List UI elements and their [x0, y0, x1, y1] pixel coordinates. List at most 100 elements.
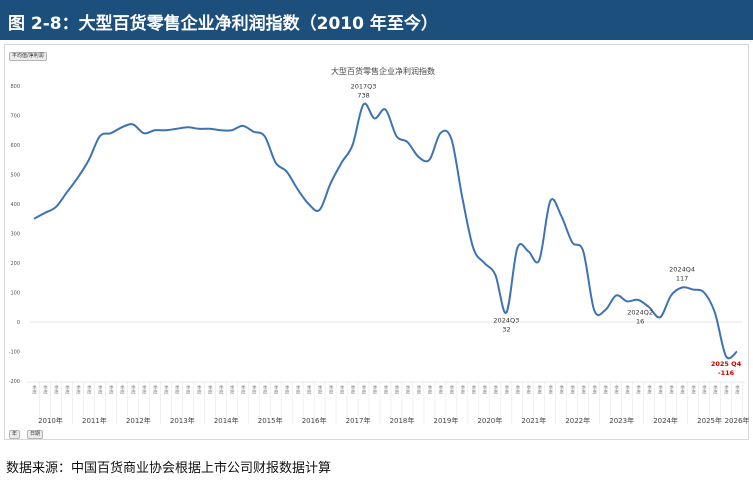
- quarter-tick-label: 季度: [86, 384, 91, 396]
- date-filter-dropdown[interactable]: 日期: [27, 430, 44, 439]
- quarter-tick-label: 季度: [141, 384, 146, 396]
- quarter-tick-label: 季度: [53, 384, 58, 396]
- quarter-tick-label: 季度: [636, 384, 641, 396]
- y-tick-label: 0: [17, 320, 20, 326]
- field-button[interactable]: 平均值/净利润: [9, 52, 47, 61]
- quarter-tick-label: 季度: [75, 384, 80, 396]
- quarter-tick-label: 季度: [603, 384, 608, 396]
- quarter-tick-label: 季度: [449, 384, 454, 396]
- quarter-tick-label: 季度: [240, 384, 245, 396]
- page-title: 图 2-8：大型百货零售企业净利润指数（2010 年至今）: [8, 14, 438, 34]
- y-tick-label: 800: [10, 84, 20, 90]
- quarter-tick-label: 季度: [273, 384, 278, 396]
- quarter-tick-label: 季度: [548, 384, 553, 396]
- quarter-tick-label: 季度: [405, 384, 410, 396]
- quarter-tick-label: 季度: [471, 384, 476, 396]
- year-tick-label: 2026年: [725, 416, 750, 425]
- quarter-tick-label: 季度: [185, 384, 190, 396]
- annotation-label: 2024Q3: [493, 317, 519, 325]
- quarter-tick-label: 季度: [680, 384, 685, 396]
- quarter-tick-label: 季度: [108, 384, 113, 396]
- y-tick-label: 600: [10, 143, 20, 149]
- quarter-tick-label: 季度: [581, 384, 586, 396]
- plot-area: [33, 102, 738, 360]
- annotation-value: 738: [357, 91, 369, 99]
- quarter-tick-label: 季度: [669, 384, 674, 396]
- quarter-tick-label: 季度: [306, 384, 311, 396]
- year-tick-label: 2012年: [126, 416, 151, 425]
- quarter-tick-label: 季度: [559, 384, 564, 396]
- quarter-tick-label: 季度: [339, 384, 344, 396]
- quarter-tick-label: 季度: [152, 384, 157, 396]
- year-tick-label: 2011年: [82, 416, 107, 425]
- chart-title: 大型百货零售企业净利润指数: [331, 66, 435, 76]
- quarter-tick-label: 季度: [614, 384, 619, 396]
- year-tick-label: 2010年: [38, 416, 63, 425]
- y-tick-label: -200: [9, 379, 20, 385]
- quarter-tick-label: 季度: [735, 384, 740, 396]
- quarter-tick-label: 季度: [130, 384, 135, 396]
- year-tick-label: 2025年: [697, 416, 722, 425]
- annotation-value: 117: [676, 274, 688, 282]
- quarter-tick-label: 季度: [295, 384, 300, 396]
- quarter-tick-label: 季度: [691, 384, 696, 396]
- quarter-tick-label: 季度: [383, 384, 388, 396]
- quarter-tick-label: 季度: [328, 384, 333, 396]
- annotation-value: -116: [718, 369, 735, 377]
- header-bar: 图 2-8：大型百货零售企业净利润指数（2010 年至今）: [0, 0, 753, 40]
- quarter-tick-label: 季度: [647, 384, 652, 396]
- quarter-tick-label: 季度: [372, 384, 377, 396]
- quarter-tick-label: 季度: [460, 384, 465, 396]
- y-tick-label: 100: [10, 291, 20, 297]
- quarter-tick-label: 季度: [394, 384, 399, 396]
- quarter-tick-label: 季度: [251, 384, 256, 396]
- y-tick-label: 700: [10, 114, 20, 120]
- quarter-tick-label: 季度: [504, 384, 509, 396]
- year-tick-label: 2016年: [302, 416, 327, 425]
- y-tick-label: -100: [9, 350, 20, 356]
- x-axis: 季度 季度 季度 季度 季度 季度 季度 季度 季度 季度 季度 季度 季度 季度 季度 季度 季度 季度 季度 季度…: [26, 381, 750, 425]
- year-tick-label: 2023年: [609, 416, 634, 425]
- y-tick-label: 500: [10, 173, 20, 179]
- quarter-tick-label: 季度: [262, 384, 267, 396]
- quarter-tick-label: 季度: [427, 384, 432, 396]
- quarter-tick-label: 季度: [229, 384, 234, 396]
- quarter-tick-label: 季度: [284, 384, 289, 396]
- quarter-tick-label: 季度: [482, 384, 487, 396]
- quarter-tick-label: 季度: [174, 384, 179, 396]
- quarter-tick-label: 季度: [163, 384, 168, 396]
- quarter-tick-label: 季度: [592, 384, 597, 396]
- y-tick-label: 300: [10, 232, 20, 238]
- quarter-tick-label: 季度: [713, 384, 718, 396]
- year-tick-label: 2021年: [521, 416, 546, 425]
- annotation-label: 2017Q3: [351, 82, 377, 90]
- year-tick-label: 2019年: [434, 416, 459, 425]
- year-tick-label: 2013年: [170, 416, 195, 425]
- quarter-tick-label: 季度: [658, 384, 663, 396]
- quarter-tick-label: 季度: [537, 384, 542, 396]
- year-tick-label: 2022年: [565, 416, 590, 425]
- quarter-tick-label: 季度: [196, 384, 201, 396]
- quarter-tick-label: 季度: [361, 384, 366, 396]
- y-axis: 800 700 600 500 400 300 200 100 0 -100 -200: [9, 84, 743, 385]
- annotation-label: 2025 Q4: [711, 360, 742, 368]
- quarter-tick-label: 季度: [416, 384, 421, 396]
- quarter-tick-label: 季度: [493, 384, 498, 396]
- quarter-tick-label: 季度: [515, 384, 520, 396]
- quarter-tick-label: 季度: [350, 384, 355, 396]
- annotation-value: 32: [502, 326, 510, 334]
- quarter-tick-label: 季度: [625, 384, 630, 396]
- quarter-tick-label: 季度: [32, 384, 37, 396]
- quarter-tick-label: 季度: [64, 384, 69, 396]
- year-filter-button[interactable]: 年: [9, 430, 21, 439]
- annotation-label: 2024Q4: [669, 265, 695, 273]
- series-line: [33, 102, 738, 360]
- quarter-tick-label: 季度: [724, 384, 729, 396]
- quarter-tick-label: 季度: [317, 384, 322, 396]
- source-note: 数据来源：中国百货商业协会根据上市公司财报数据计算: [6, 461, 332, 476]
- quarter-tick-label: 季度: [207, 384, 212, 396]
- year-tick-label: 2024年: [653, 416, 678, 425]
- quarter-tick-label: 季度: [42, 384, 47, 396]
- y-tick-label: 400: [10, 202, 20, 208]
